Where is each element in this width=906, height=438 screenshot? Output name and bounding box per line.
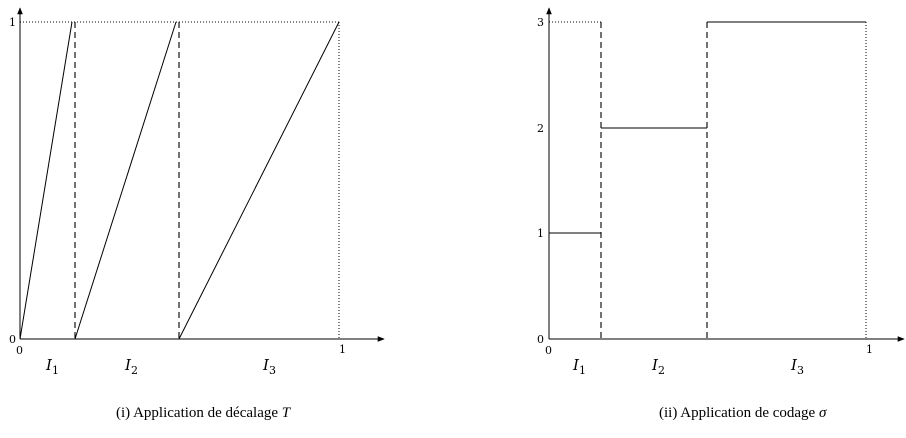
x-tick-1: 1 (866, 343, 873, 356)
y-tick-0: 0 (9, 333, 16, 346)
y-tick-0: 0 (537, 333, 544, 346)
x-tick-0: 0 (545, 344, 552, 357)
interval-label-3: I3 (262, 356, 276, 377)
interval-label-2: I2 (651, 356, 665, 377)
y-tick-2: 2 (537, 122, 544, 135)
branch-3 (178, 21, 340, 340)
y-tick-3: 3 (537, 16, 544, 29)
interval-label-2: I2 (124, 356, 138, 377)
y-tick-1: 1 (9, 16, 16, 29)
interval-label-1: I1 (45, 356, 59, 377)
interval-label-1: I1 (572, 356, 586, 377)
branch-2 (74, 21, 177, 340)
x-tick-0: 0 (16, 344, 23, 357)
interval-label-3: I3 (790, 356, 804, 377)
branch-1 (19, 21, 73, 340)
coding-map-panel: 3 2 1 0 0 1 I1 I2 I3 (ii) Application de… (537, 7, 905, 421)
caption-coding-map: (ii) Application de codage σ (659, 405, 827, 421)
y-tick-1: 1 (537, 227, 544, 240)
shift-map-panel: 1 0 0 1 I1 I2 I3 (i) Application de déca… (9, 7, 385, 421)
x-tick-1: 1 (339, 343, 346, 356)
caption-shift-map: (i) Application de décalage T (116, 405, 292, 421)
